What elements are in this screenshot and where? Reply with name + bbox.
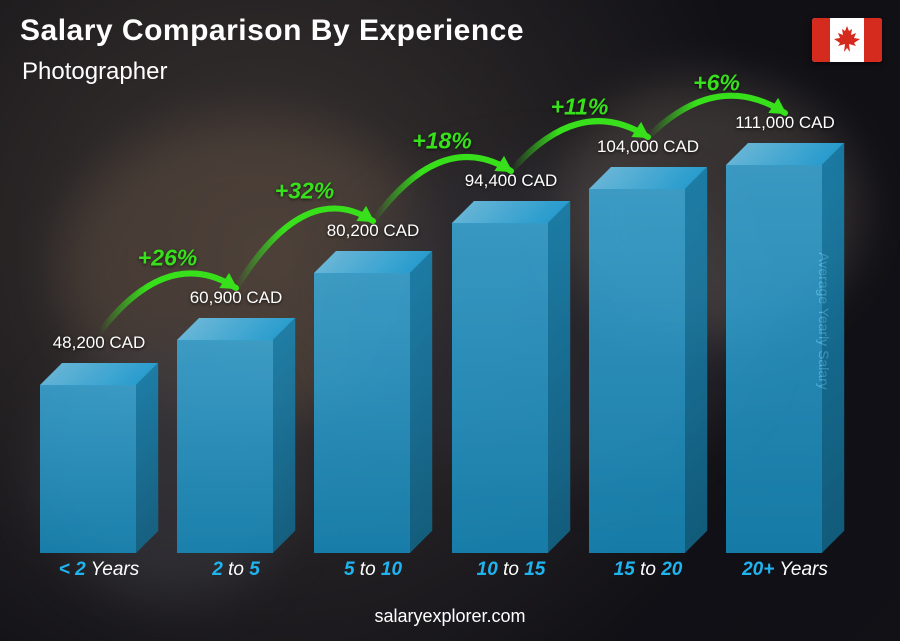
percent-increase-label: +32%: [275, 178, 334, 205]
chart-subtitle: Photographer: [22, 58, 167, 86]
bar: [314, 273, 410, 553]
bar: [40, 385, 136, 553]
bar: [452, 223, 548, 553]
category-label: 20+ Years: [742, 559, 828, 581]
bar: [589, 189, 685, 553]
bar-value-label: 60,900 CAD: [190, 288, 283, 308]
maple-leaf-icon: [834, 26, 860, 54]
footer-site: salaryexplorer.com: [0, 606, 900, 627]
bars-container: 48,200 CAD< 2 Years60,900 CAD2 to 580,20…: [30, 105, 854, 553]
category-label: < 2 Years: [59, 559, 139, 581]
infographic-stage: Salary Comparison By Experience Photogra…: [0, 0, 900, 641]
bar-value-label: 94,400 CAD: [465, 171, 558, 191]
bar: [177, 340, 273, 553]
percent-increase-label: +26%: [138, 245, 197, 272]
bar-value-label: 48,200 CAD: [53, 333, 146, 353]
chart-title: Salary Comparison By Experience: [20, 14, 524, 48]
bar-chart: 48,200 CAD< 2 Years60,900 CAD2 to 580,20…: [30, 105, 854, 575]
bar-value-label: 104,000 CAD: [597, 137, 699, 157]
category-label: 10 to 15: [477, 559, 546, 581]
percent-increase-label: +6%: [693, 70, 740, 97]
country-flag-canada: [812, 18, 882, 62]
bar: [726, 165, 822, 553]
percent-increase-label: +18%: [412, 128, 471, 155]
bar-value-label: 111,000 CAD: [735, 113, 835, 133]
category-label: 5 to 10: [344, 559, 402, 581]
category-label: 15 to 20: [614, 559, 683, 581]
bar-value-label: 80,200 CAD: [327, 221, 420, 241]
percent-increase-label: +11%: [551, 94, 609, 121]
category-label: 2 to 5: [212, 559, 260, 581]
